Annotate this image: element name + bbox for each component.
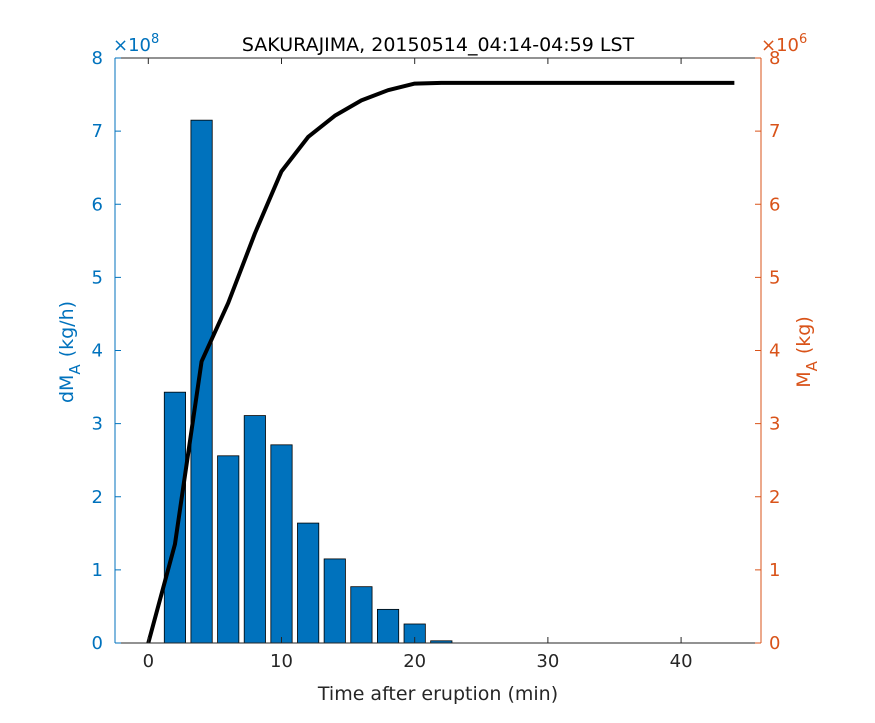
ticks-layer: 0 10 20 30 40 0 1 2 3 4 5 6 7 8 0 1 2 3 4 5 6 7 8: [92, 48, 781, 672]
bar: [190, 119, 213, 644]
left-label-unit: (kg/h): [56, 301, 78, 357]
x-tick-label: 10: [270, 651, 293, 672]
left-axis-exponent: ×108: [113, 32, 159, 56]
right-label-sub: A: [803, 360, 821, 371]
right-tick-label: 6: [769, 194, 780, 215]
right-tick-label: 2: [769, 487, 780, 508]
left-tick-label: 4: [92, 341, 103, 362]
right-axis-label-group: MA (kg): [793, 316, 821, 388]
right-tick-label: 5: [769, 267, 780, 288]
left-tick-label: 7: [92, 121, 103, 142]
left-tick-label: 2: [92, 487, 103, 508]
left-axis-label-group: dMA (kg/h): [56, 301, 84, 403]
x-tick-label: 30: [536, 651, 559, 672]
left-label-sub: A: [66, 364, 84, 375]
left-tick-label: 1: [92, 560, 103, 581]
right-tick-label: 1: [769, 560, 780, 581]
left-tick-label: 5: [92, 267, 103, 288]
right-label-unit: (kg): [793, 316, 815, 354]
bar: [350, 586, 373, 644]
right-exp-base: ×10: [761, 35, 799, 56]
left-tick-label: 6: [92, 194, 103, 215]
left-exp-base: ×10: [113, 35, 151, 56]
left-tick-label: 3: [92, 414, 103, 435]
bar: [297, 522, 320, 644]
bar: [270, 444, 293, 644]
bar: [323, 558, 346, 644]
right-label-main: M: [793, 371, 815, 387]
right-exp-power: 6: [799, 32, 807, 47]
left-tick-label: 0: [92, 633, 103, 654]
bar: [217, 455, 240, 644]
bar: [163, 391, 186, 644]
line-layer: [146, 80, 735, 644]
bar: [243, 415, 266, 644]
bars-layer: [163, 119, 453, 644]
right-tick-label: 4: [769, 341, 780, 362]
chart-title: SAKURAJIMA, 20150514_04:14-04:59 LST: [242, 34, 635, 56]
x-axis-label: Time after eruption (min): [317, 683, 558, 705]
left-axis-label: dMA (kg/h): [56, 301, 84, 403]
right-axis-label: MA (kg): [793, 316, 821, 388]
right-axis-exponent: ×106: [761, 32, 807, 56]
cumulative-mass-line: [146, 80, 735, 644]
x-tick-label: 20: [403, 651, 426, 672]
bar: [376, 608, 400, 644]
x-tick-label: 0: [143, 651, 154, 672]
x-tick-label: 40: [670, 651, 693, 672]
left-tick-label: 8: [92, 48, 103, 69]
right-tick-label: 3: [769, 414, 780, 435]
right-tick-label: 0: [769, 633, 780, 654]
right-tick-label: 8: [769, 48, 780, 69]
left-label-main: dM: [56, 375, 78, 403]
right-tick-label: 7: [769, 121, 780, 142]
left-exp-power: 8: [151, 32, 159, 47]
